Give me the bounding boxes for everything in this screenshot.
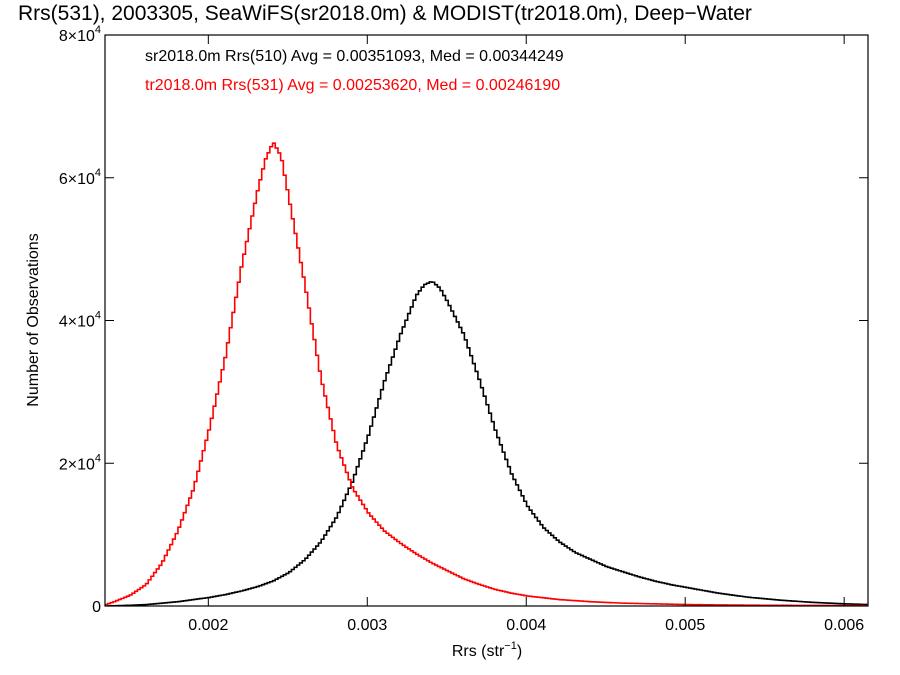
y-tick-label: 2×104 — [59, 452, 101, 473]
y-tick-label: 0 — [92, 599, 101, 616]
series-layer — [105, 142, 868, 606]
chart-title: Rrs(531), 2003305, SeaWiFS(sr2018.0m) & … — [18, 2, 752, 25]
x-axis-label-superscript: −1 — [504, 640, 517, 652]
x-tick-label: 0.005 — [665, 617, 705, 634]
plot-area: 0.002 0.003 0.004 0.005 0.006 0 2×104 4×104 6×1… — [59, 24, 869, 634]
x-tick-label: 0.004 — [506, 617, 546, 634]
y-tick-label: 8×104 — [59, 24, 101, 45]
x-axis: 0.002 0.003 0.004 0.005 0.006 — [188, 35, 864, 634]
annotation-1: tr2018.0m Rrs(531) Avg = 0.00253620, Med… — [145, 77, 560, 94]
series-0-histogram — [105, 281, 868, 606]
plot-frame — [104, 34, 869, 607]
annotation-0: sr2018.0m Rrs(510) Avg = 0.00351093, Med… — [145, 48, 564, 65]
x-tick-label: 0.003 — [347, 617, 387, 634]
x-axis-label: Rrs (str−1) — [452, 640, 522, 660]
series-1-histogram — [105, 142, 868, 606]
y-axis-label: Number of Observations — [25, 233, 42, 406]
x-tick-label: 0.002 — [188, 617, 228, 634]
x-tick-label: 0.006 — [824, 617, 864, 634]
y-tick-label: 4×104 — [59, 310, 101, 331]
x-axis-label-close: ) — [517, 643, 522, 660]
legend-annotations: sr2018.0m Rrs(510) Avg = 0.00351093, Med… — [145, 48, 564, 94]
x-axis-label-text: Rrs (str — [452, 643, 505, 660]
y-axis: 0 2×104 4×104 6×104 8×104 — [59, 24, 868, 616]
y-tick-label: 6×104 — [59, 167, 101, 188]
